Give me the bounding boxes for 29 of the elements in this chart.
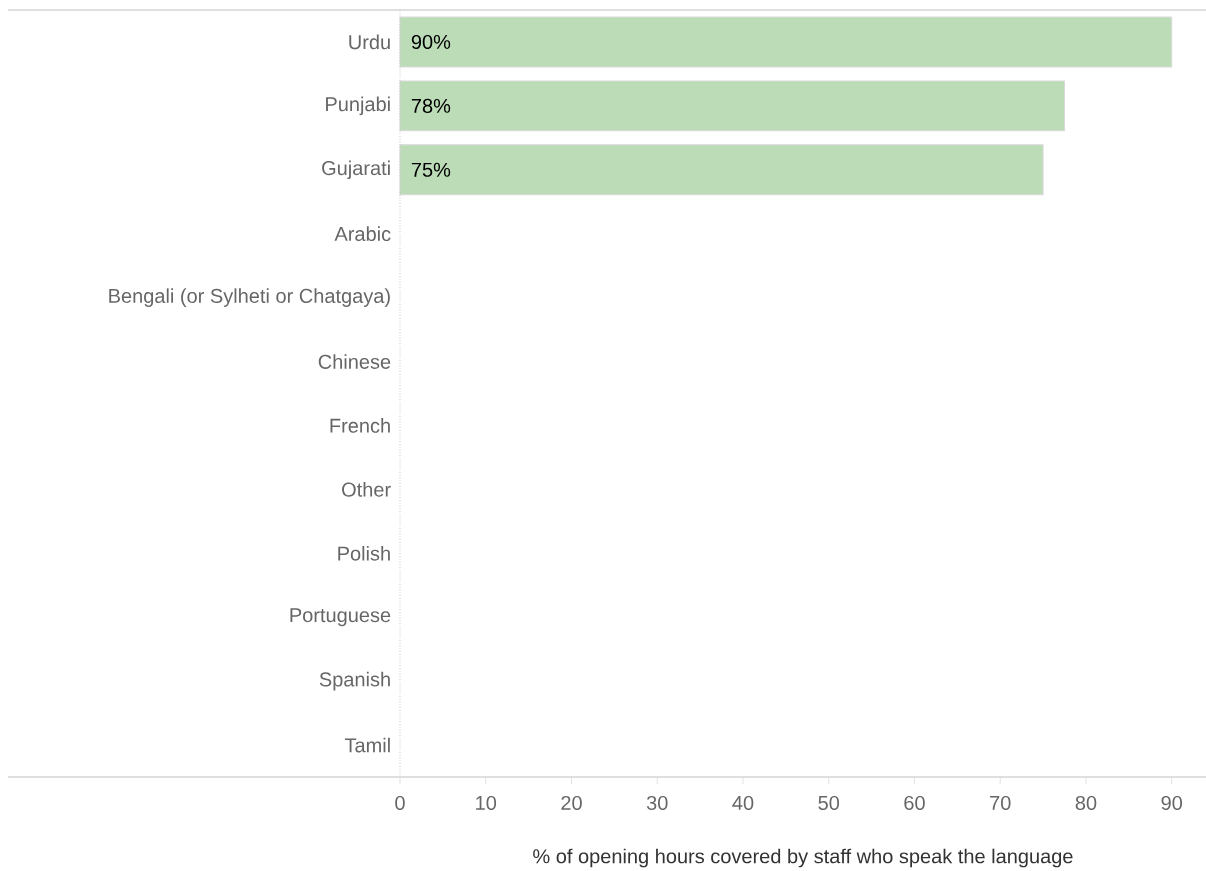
bar bbox=[399, 144, 1044, 196]
data-label: 75% bbox=[411, 162, 451, 177]
y-tick-label: Punjabi bbox=[326, 96, 390, 116]
x-tick-label: 90 bbox=[1161, 795, 1183, 811]
x-axis-title: % of opening hours covered by staff who speak the language bbox=[533, 848, 1073, 868]
x-tick-label: 80 bbox=[1075, 795, 1097, 811]
x-tick-label: 10 bbox=[476, 795, 497, 811]
y-tick-label: Urdu bbox=[349, 34, 390, 50]
data-label: 90% bbox=[411, 34, 451, 50]
bar bbox=[399, 80, 1066, 132]
x-tick-label: 70 bbox=[990, 795, 1011, 811]
y-tick-label: Tamil bbox=[344, 737, 390, 753]
y-tick-label: French bbox=[330, 418, 390, 433]
bar bbox=[399, 16, 1173, 68]
x-tick-label: 50 bbox=[818, 795, 840, 811]
x-tick-label: 0 bbox=[395, 795, 405, 811]
x-tick-label: 20 bbox=[561, 795, 582, 811]
y-tick-label: Bengali (or Sylheti or Chatgaya) bbox=[109, 288, 390, 307]
y-tick-label: Chinese bbox=[318, 354, 391, 369]
y-tick-label: Arabic bbox=[334, 226, 391, 242]
y-tick-label: Other bbox=[342, 482, 391, 497]
y-tick-label: Portuguese bbox=[290, 608, 391, 627]
x-tick-label: 40 bbox=[732, 795, 754, 811]
x-tick-label: 30 bbox=[646, 795, 668, 811]
x-tick-label: 60 bbox=[904, 795, 925, 811]
y-tick-label: Polish bbox=[338, 545, 390, 561]
y-tick-label: Gujarati bbox=[322, 160, 390, 180]
data-label: 78% bbox=[411, 98, 451, 113]
y-tick-label: Spanish bbox=[319, 671, 390, 691]
